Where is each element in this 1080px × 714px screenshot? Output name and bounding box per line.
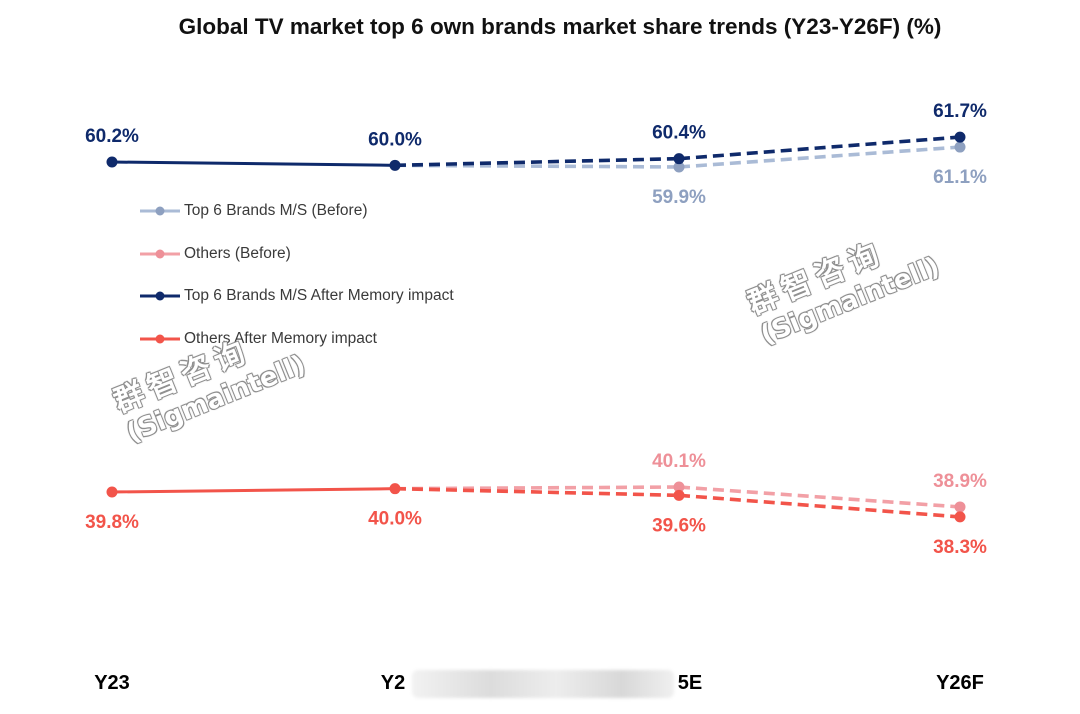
- legend-label: Others (Before): [184, 244, 291, 262]
- series-line-dashed: [678, 145, 961, 169]
- series-line-solid: [110, 160, 397, 167]
- data-label: 38.3%: [933, 537, 987, 558]
- legend-label: Others After Memory impact: [184, 330, 377, 348]
- data-label: 61.1%: [933, 167, 987, 188]
- legend-label: Top 6 Brands M/S After Memory impact: [184, 287, 454, 305]
- x-tick-label: Y2: [381, 672, 405, 694]
- series-line-dashed: [678, 135, 961, 161]
- series-line-dashed: [394, 156, 680, 168]
- data-label: 38.9%: [933, 471, 987, 492]
- legend-swatch-others-before: [140, 249, 180, 259]
- data-label: 59.9%: [652, 187, 706, 208]
- data-label: 60.2%: [85, 126, 139, 147]
- series-line-dashed: [394, 486, 680, 498]
- data-point: [954, 501, 966, 513]
- data-label: 40.0%: [368, 509, 422, 530]
- chart-title: Global TV market top 6 own brands market…: [178, 14, 942, 39]
- series-line-dashed: [394, 163, 680, 169]
- series-line-dashed: [678, 485, 961, 509]
- data-label: 39.8%: [85, 512, 139, 533]
- data-point: [106, 156, 118, 168]
- x-tick-label: Y23: [94, 672, 130, 694]
- data-point: [106, 486, 118, 498]
- data-point: [673, 489, 685, 501]
- data-point: [389, 159, 401, 171]
- series-line-dashed: [678, 493, 961, 519]
- data-label: 60.0%: [368, 129, 422, 150]
- data-label: 60.4%: [652, 123, 706, 144]
- data-label: 61.7%: [933, 101, 987, 122]
- data-point: [673, 161, 685, 173]
- data-point: [673, 153, 685, 165]
- blurred-overlay: [412, 670, 674, 698]
- data-point: [954, 141, 966, 153]
- legend-swatch-top6-after: [140, 291, 180, 301]
- data-point: [954, 131, 966, 143]
- x-tick-label: Y26F: [936, 672, 984, 694]
- series-line-dashed: [394, 485, 680, 491]
- legend-swatch-top6-before: [140, 206, 180, 216]
- series-line-solid: [110, 487, 397, 494]
- data-point: [673, 481, 685, 493]
- data-point: [954, 511, 966, 523]
- data-label: 40.1%: [652, 451, 706, 472]
- legend-swatch-others-after: [140, 334, 180, 344]
- data-label: 39.6%: [652, 515, 706, 536]
- x-tick-label: 5E: [678, 672, 702, 694]
- data-point: [389, 483, 401, 495]
- legend-label: Top 6 Brands M/S (Before): [184, 202, 368, 219]
